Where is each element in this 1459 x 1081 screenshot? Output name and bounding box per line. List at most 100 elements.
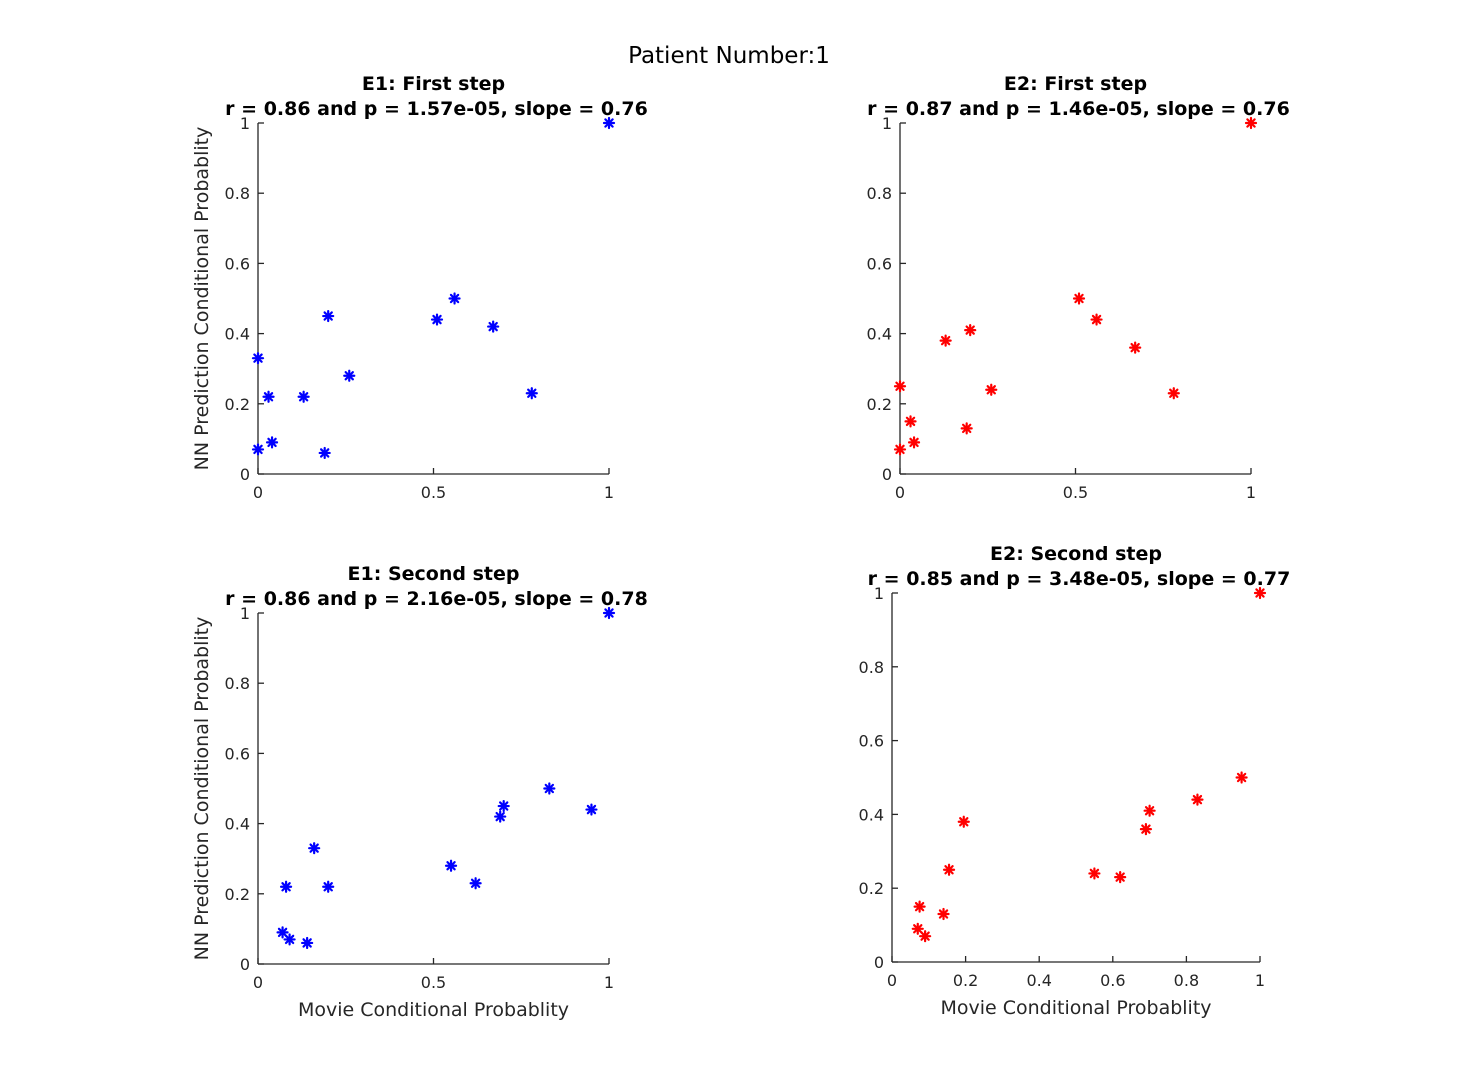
- data-point: [251, 352, 265, 365]
- data-point: [322, 309, 335, 323]
- x-tick-label: 0.6: [1100, 971, 1125, 990]
- x-axis-label: Movie Conditional Probablity: [298, 999, 569, 1021]
- x-tick-label: 1: [1246, 483, 1256, 502]
- data-point: [262, 390, 275, 403]
- y-tick-label: 0.6: [867, 254, 892, 273]
- panel-title: E2: Second step: [990, 543, 1162, 565]
- data-point: [602, 606, 616, 620]
- y-tick-label: 0.6: [225, 254, 250, 273]
- panel-stats: r = 0.86 and p = 1.57e-05, slope = 0.76: [225, 98, 648, 120]
- y-tick-label: 0: [240, 465, 250, 484]
- x-axis-label: Movie Conditional Probablity: [940, 997, 1211, 1019]
- data-point: [430, 313, 444, 326]
- data-point: [893, 443, 907, 456]
- y-tick-label: 0.2: [867, 395, 892, 414]
- panel-stats: r = 0.87 and p = 1.46e-05, slope = 0.76: [867, 98, 1290, 120]
- y-tick-label: 0: [874, 953, 884, 972]
- data-point: [1143, 804, 1156, 817]
- data-point: [251, 443, 265, 456]
- data-point: [1191, 793, 1204, 806]
- data-point: [957, 815, 970, 828]
- scatter-panel-4: 0 0.2 0.4 0.6 0.8 1 0 0.2 0.4 0.6 0.8 1 E2: Second s…: [859, 543, 1291, 1019]
- x-tick-label: 0.5: [421, 973, 446, 992]
- data-point: [301, 936, 314, 950]
- data-point: [985, 383, 998, 396]
- data-point: [525, 387, 538, 400]
- scatter-panel-2: 0 0.5 1 0 0.2 0.4 0.6 0.8 1 E2: First step r = 0.8…: [867, 73, 1290, 502]
- data-point: [1088, 867, 1101, 880]
- x-tick-label: 1: [604, 973, 614, 992]
- data-point: [343, 369, 356, 382]
- y-tick-label: 0.4: [225, 815, 250, 834]
- x-tick-label: 0.8: [1174, 971, 1199, 990]
- data-point: [911, 922, 924, 935]
- figure-title: Patient Number:1: [628, 43, 830, 69]
- data-point: [322, 880, 335, 893]
- x-tick-label: 0.5: [421, 483, 446, 502]
- data-point: [318, 446, 331, 460]
- y-tick-label: 0.2: [225, 395, 250, 414]
- data-point: [1139, 823, 1153, 836]
- data-point: [893, 380, 907, 393]
- y-tick-label: 0.8: [225, 674, 250, 693]
- x-tick-label: 0: [895, 483, 905, 502]
- y-tick-label: 0.2: [225, 885, 250, 904]
- y-axis-label: NN Prediction Conditional Probablity: [191, 617, 213, 961]
- data-point: [487, 320, 500, 333]
- y-tick-label: 1: [240, 114, 250, 133]
- y-tick-label: 0: [240, 955, 250, 974]
- panel-title: E1: Second step: [348, 563, 520, 585]
- y-tick-label: 0: [882, 465, 892, 484]
- data-point: [1167, 387, 1180, 400]
- data-point: [1129, 341, 1142, 354]
- data-point: [913, 900, 926, 913]
- data-point: [1090, 313, 1103, 326]
- data-point: [276, 926, 289, 939]
- data-point: [964, 323, 977, 337]
- data-point: [497, 799, 510, 813]
- x-tick-label: 0.2: [953, 971, 978, 990]
- data-point: [1244, 116, 1258, 130]
- data-point: [907, 436, 921, 449]
- data-point: [297, 390, 310, 403]
- y-tick-label: 0.4: [867, 325, 892, 344]
- scatter-panel-1: 0 0.5 1 0 0.2 0.4 0.6 0.8 1 E1: First step r = 0.8…: [191, 73, 648, 502]
- y-axis-label: NN Prediction Conditional Probablity: [191, 127, 213, 471]
- y-tick-label: 0.8: [867, 184, 892, 203]
- data-point: [543, 782, 556, 795]
- y-tick-label: 0.4: [225, 325, 250, 344]
- data-point: [444, 859, 458, 872]
- data-point: [1253, 586, 1267, 600]
- y-tick-label: 0.8: [859, 658, 884, 677]
- y-tick-label: 1: [874, 584, 884, 603]
- data-point: [602, 116, 616, 130]
- data-point: [494, 810, 507, 823]
- data-point: [265, 436, 279, 449]
- x-tick-label: 1: [604, 483, 614, 502]
- data-point: [960, 422, 973, 435]
- x-tick-label: 0: [253, 973, 263, 992]
- scatter-panel-3: 0 0.5 1 0 0.2 0.4 0.6 0.8 1 E1: Second step r = 0.…: [191, 563, 648, 1021]
- data-point: [939, 334, 952, 347]
- data-point: [937, 907, 950, 921]
- data-point: [469, 877, 482, 890]
- x-tick-label: 0.4: [1026, 971, 1051, 990]
- data-point: [1235, 771, 1248, 784]
- x-tick-label: 0: [253, 483, 263, 502]
- data-point: [448, 292, 461, 305]
- data-point: [1072, 292, 1086, 305]
- y-tick-label: 1: [882, 114, 892, 133]
- data-point: [904, 415, 917, 428]
- y-tick-label: 0.6: [225, 744, 250, 763]
- panel-stats: r = 0.85 and p = 3.48e-05, slope = 0.77: [868, 568, 1291, 590]
- panel-title: E1: First step: [362, 73, 505, 95]
- y-tick-label: 1: [240, 604, 250, 623]
- data-point: [1114, 871, 1127, 884]
- data-point: [283, 933, 296, 946]
- data-point: [942, 863, 956, 876]
- panel-title: E2: First step: [1004, 73, 1147, 95]
- x-tick-label: 0: [887, 971, 897, 990]
- y-tick-label: 0.8: [225, 184, 250, 203]
- data-point: [308, 842, 321, 855]
